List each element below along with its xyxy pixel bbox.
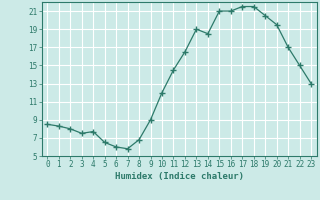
X-axis label: Humidex (Indice chaleur): Humidex (Indice chaleur) xyxy=(115,172,244,181)
